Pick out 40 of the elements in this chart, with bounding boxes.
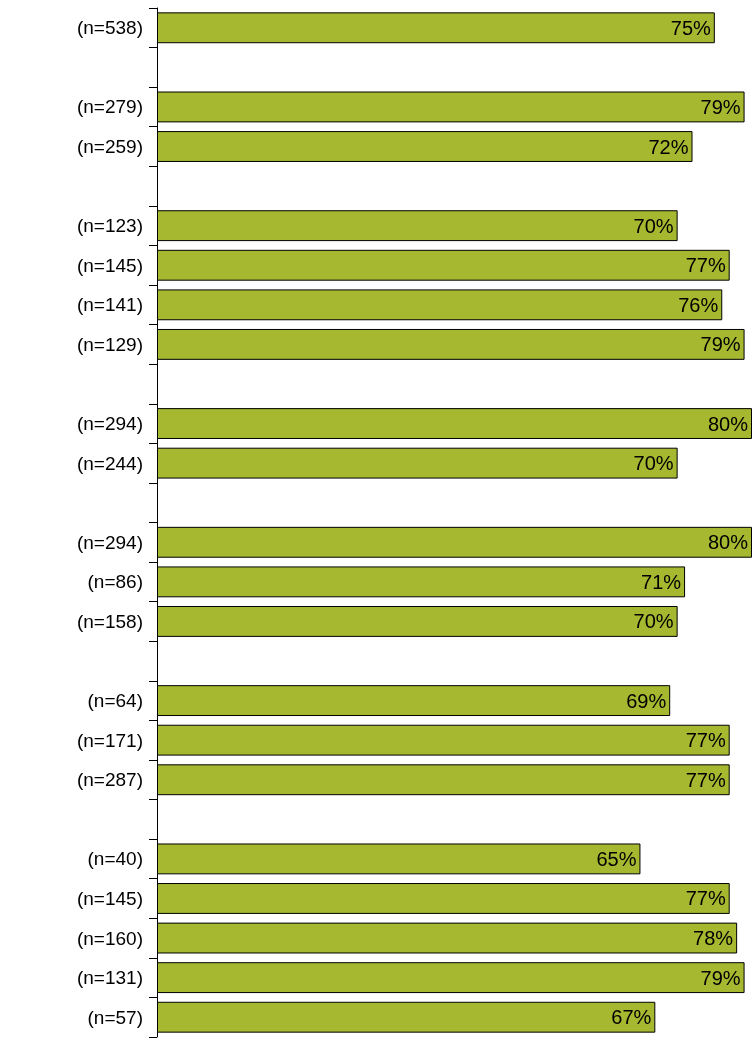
y-tick-label: (n=294) — [76, 531, 143, 553]
y-tick-label: (n=57) — [87, 1006, 143, 1028]
y-tick-label: (n=160) — [76, 927, 143, 949]
data-label: 71% — [641, 570, 682, 593]
data-label: 72% — [648, 135, 689, 158]
data-label: 69% — [626, 689, 667, 712]
y-tick-label: (n=145) — [76, 887, 143, 909]
y-tick-label: (n=145) — [76, 254, 143, 276]
y-tick-label: (n=294) — [76, 413, 143, 435]
y-tick-label: (n=171) — [76, 729, 143, 751]
data-label: 70% — [633, 452, 674, 475]
y-tick-label: (n=158) — [76, 610, 143, 632]
y-tick-label: (n=86) — [87, 571, 143, 593]
data-label: 79% — [700, 333, 741, 356]
data-label: 70% — [633, 610, 674, 633]
data-label: 75% — [670, 16, 712, 39]
data-label: 70% — [633, 214, 674, 237]
data-label: 77% — [685, 887, 726, 910]
data-label: 78% — [693, 927, 734, 950]
data-label: 79% — [700, 966, 741, 989]
data-label: 77% — [685, 254, 726, 277]
y-tick-label: (n=64) — [87, 690, 143, 712]
y-tick-label: (n=129) — [76, 333, 143, 355]
y-tick-label: (n=279) — [76, 96, 143, 118]
y-tick-label: (n=538) — [76, 17, 143, 39]
y-tick-label: (n=244) — [76, 452, 143, 474]
data-label: 65% — [596, 847, 637, 870]
data-label: 77% — [685, 768, 726, 791]
y-tick-label: (n=40) — [87, 848, 143, 870]
data-label: 79% — [700, 95, 741, 118]
data-label: 76% — [678, 293, 719, 316]
y-tick-label: (n=123) — [76, 215, 143, 237]
data-label: 77% — [685, 729, 726, 752]
y-tick-label: (n=131) — [76, 967, 143, 989]
data-label: 67% — [611, 1006, 652, 1029]
data-label: 80% — [707, 531, 749, 554]
y-tick-label: (n=141) — [76, 294, 143, 316]
y-tick-label: (n=287) — [76, 769, 143, 791]
data-label: 80% — [707, 412, 749, 435]
y-tick-label: (n=259) — [76, 136, 143, 158]
